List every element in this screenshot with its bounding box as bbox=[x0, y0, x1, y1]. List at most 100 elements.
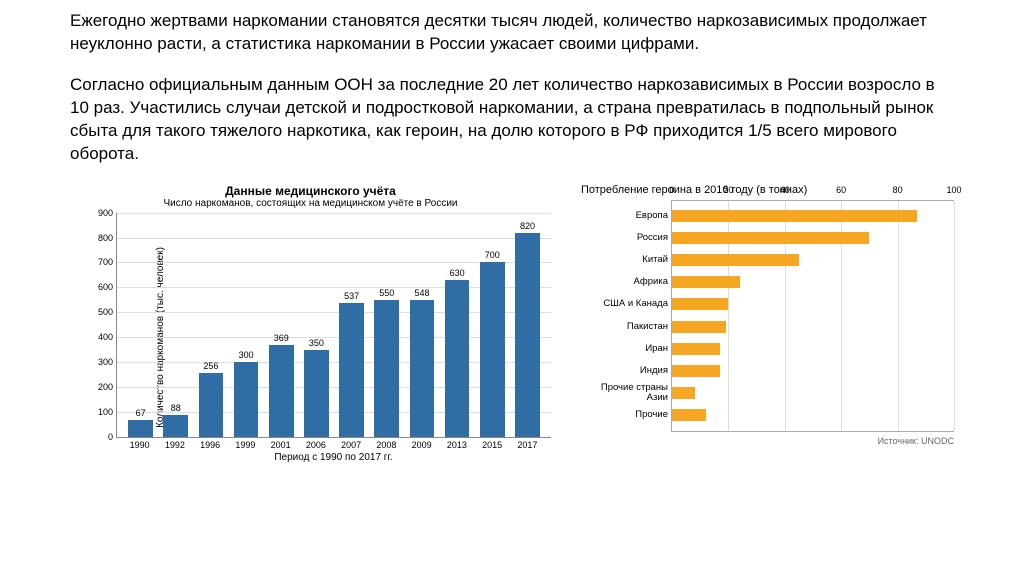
bar bbox=[672, 232, 869, 244]
bar bbox=[672, 210, 917, 222]
medical-registry-chart: Данные медицинского учёта Число наркоман… bbox=[70, 184, 551, 463]
y-tick: 500 bbox=[89, 307, 113, 317]
bar-column: 630 bbox=[440, 213, 475, 437]
bar-value-label: 820 bbox=[520, 221, 535, 231]
category-label: Китай bbox=[578, 255, 668, 265]
x-tick: 2007 bbox=[334, 438, 369, 450]
category-label: Африка bbox=[578, 277, 668, 287]
intro-paragraph-1: Ежегодно жертвами наркомании становятся … bbox=[70, 10, 954, 56]
x-tick: 40 bbox=[780, 185, 790, 195]
y-axis-label-wrap: Количество наркоманов (тыс. человек) bbox=[70, 213, 86, 463]
x-tick: 2015 bbox=[475, 438, 510, 450]
bar-value-label: 700 bbox=[485, 250, 500, 260]
bar-column: 88 bbox=[158, 213, 193, 437]
bar bbox=[445, 280, 470, 437]
y-tick: 900 bbox=[89, 208, 113, 218]
bar-value-label: 300 bbox=[239, 350, 254, 360]
x-tick: 20 bbox=[723, 185, 733, 195]
bar bbox=[163, 415, 188, 437]
bar-row: Пакистан bbox=[672, 319, 954, 335]
bar-column: 369 bbox=[264, 213, 299, 437]
bar-value-label: 537 bbox=[344, 291, 359, 301]
charts-row: Данные медицинского учёта Число наркоман… bbox=[70, 184, 954, 463]
bar-column: 67 bbox=[123, 213, 158, 437]
bar-value-label: 369 bbox=[274, 333, 289, 343]
x-tick: 2017 bbox=[510, 438, 545, 450]
bar bbox=[672, 298, 728, 310]
bar bbox=[410, 300, 435, 436]
bar bbox=[128, 420, 153, 437]
bar-column: 700 bbox=[475, 213, 510, 437]
chart-title: Данные медицинского учёта bbox=[70, 184, 551, 198]
bar-row: Китай bbox=[672, 252, 954, 268]
bar-column: 300 bbox=[229, 213, 264, 437]
chart-subtitle: Число наркоманов, состоящих на медицинск… bbox=[70, 198, 551, 209]
y-tick: 100 bbox=[89, 407, 113, 417]
x-ticks: 1990199219961999200120062007200820092013… bbox=[116, 438, 551, 450]
category-label: Индия bbox=[578, 366, 668, 376]
x-tick: 2008 bbox=[369, 438, 404, 450]
bar-row: США и Канада bbox=[672, 296, 954, 312]
y-tick: 0 bbox=[89, 432, 113, 442]
plot-area: 0100200300400500600700800900678825630036… bbox=[116, 213, 551, 438]
category-label: США и Канада bbox=[578, 299, 668, 309]
bar bbox=[304, 350, 329, 437]
bar-column: 548 bbox=[404, 213, 439, 437]
bar-column: 256 bbox=[193, 213, 228, 437]
bar-row: Индия bbox=[672, 363, 954, 379]
category-label: Прочие bbox=[578, 410, 668, 420]
bar-row: Африка bbox=[672, 274, 954, 290]
bar-value-label: 88 bbox=[171, 403, 181, 413]
category-label: Пакистан bbox=[578, 322, 668, 332]
bar bbox=[199, 373, 224, 437]
y-tick: 200 bbox=[89, 382, 113, 392]
x-tick: 1996 bbox=[193, 438, 228, 450]
x-tick: 60 bbox=[836, 185, 846, 195]
x-tick: 1999 bbox=[228, 438, 263, 450]
bar bbox=[339, 303, 364, 437]
y-tick: 300 bbox=[89, 357, 113, 367]
x-tick: 2009 bbox=[404, 438, 439, 450]
category-label: Иран bbox=[578, 344, 668, 354]
y-tick: 800 bbox=[89, 233, 113, 243]
y-tick: 400 bbox=[89, 332, 113, 342]
bar bbox=[672, 276, 740, 288]
rows-container: Европа Россия Китай Африка США и Канада Пакис… bbox=[672, 201, 954, 431]
bar bbox=[672, 343, 720, 355]
slide: Ежегодно жертвами наркомании становятся … bbox=[0, 0, 1024, 463]
category-label: Россия bbox=[578, 233, 668, 243]
bars-container: 67 88 256 300 369 350 537 550 548 630 700 820 bbox=[117, 213, 551, 437]
bar bbox=[269, 345, 294, 437]
plot-area: 020406080100ЕвропаРоссияКитайАфрикаСША и… bbox=[671, 200, 954, 432]
bar-column: 350 bbox=[299, 213, 334, 437]
x-tick: 80 bbox=[893, 185, 903, 195]
bar bbox=[672, 387, 695, 399]
x-tick: 2006 bbox=[298, 438, 333, 450]
bar-value-label: 67 bbox=[136, 408, 146, 418]
x-tick: 100 bbox=[946, 185, 961, 195]
bar bbox=[672, 321, 726, 333]
bar bbox=[374, 300, 399, 437]
bar-value-label: 630 bbox=[450, 268, 465, 278]
bar-row: Прочие страны Азии bbox=[672, 385, 954, 401]
bar bbox=[672, 254, 799, 266]
x-tick: 0 bbox=[669, 185, 674, 195]
bar-value-label: 548 bbox=[414, 288, 429, 298]
chart-source: Источник: UNODC bbox=[581, 436, 954, 446]
bar-value-label: 550 bbox=[379, 288, 394, 298]
x-tick: 2001 bbox=[263, 438, 298, 450]
heroin-consumption-chart: Потребление героина в 2016 году (в тонна… bbox=[581, 184, 954, 446]
bar-column: 550 bbox=[369, 213, 404, 437]
bar-row: Прочие bbox=[672, 407, 954, 423]
x-axis-label: Период с 1990 по 2017 гг. bbox=[116, 452, 551, 463]
gridline bbox=[954, 201, 955, 431]
bar-column: 537 bbox=[334, 213, 369, 437]
bar bbox=[672, 409, 706, 421]
bar-row: Россия bbox=[672, 230, 954, 246]
x-tick: 2013 bbox=[439, 438, 474, 450]
y-tick: 600 bbox=[89, 282, 113, 292]
category-label: Прочие страны Азии bbox=[578, 383, 668, 403]
bar-row: Европа bbox=[672, 208, 954, 224]
bar-value-label: 256 bbox=[203, 361, 218, 371]
bar bbox=[672, 365, 720, 377]
